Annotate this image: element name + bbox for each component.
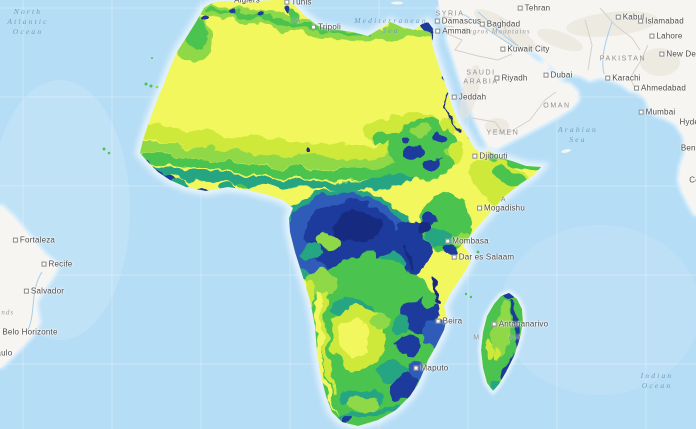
island-sri-lanka <box>682 182 696 204</box>
small-islands <box>102 57 480 299</box>
island-crete <box>391 1 403 5</box>
landmass-middle-east-asia <box>438 0 696 216</box>
basemap-land-layer <box>0 0 696 368</box>
landmass-south-america <box>0 205 57 368</box>
island-socotra <box>561 149 571 153</box>
